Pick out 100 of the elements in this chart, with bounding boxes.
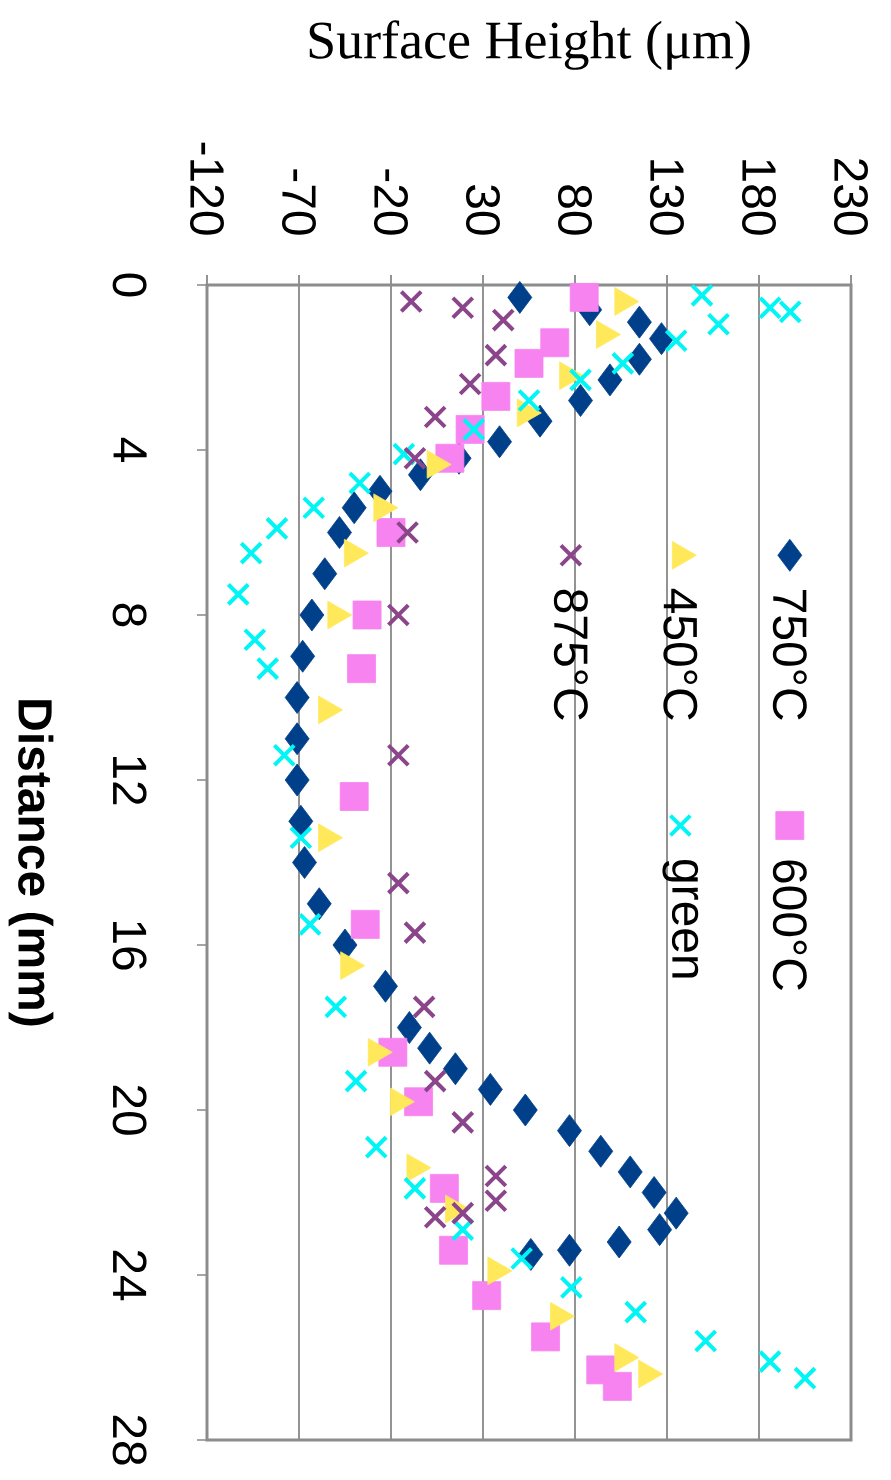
point [758,1349,782,1374]
point [403,920,427,945]
point [450,1110,475,1135]
x-tick-label: 230 [834,158,868,235]
point [255,656,280,681]
point [690,283,714,308]
point [242,627,267,652]
point [341,491,367,525]
y-tick-label: 4 [113,437,147,462]
x-tick-label: -70 [282,169,316,235]
point [284,722,310,756]
y-tick-label: 28 [112,1415,147,1465]
point [288,804,314,838]
point [568,384,593,417]
point [483,1188,508,1213]
point [298,912,322,937]
point [450,295,475,320]
y-tick-label: 0 [112,273,147,297]
point [472,1281,502,1311]
point [284,763,310,797]
point [663,1196,689,1230]
y-tick-label: 16 [112,921,147,970]
point [588,1134,614,1168]
point [399,289,424,314]
point [292,846,317,879]
point [396,1011,422,1044]
point [306,887,332,921]
point [226,582,251,607]
point [649,322,674,356]
point [568,367,593,392]
point [487,425,512,459]
point [512,1093,538,1127]
point [597,363,623,397]
x-tick-label: 130 [650,160,684,235]
y-tick-label: 8 [112,603,147,627]
point [350,909,380,939]
y-axis-title: Distance (mm) [8,700,54,1026]
y-tick-label: 12 [113,756,147,805]
point [412,994,437,1019]
point [647,1213,673,1247]
point [606,1225,632,1259]
point [514,348,544,378]
point [391,442,416,467]
point [272,743,297,768]
point [531,1322,560,1352]
point [439,1235,468,1265]
y-tick-label: 24 [113,1250,147,1301]
point [403,1176,427,1201]
point [344,1069,368,1094]
legend-label: 450°C [663,588,698,720]
point [347,654,376,684]
x-tick-label: -20 [374,169,408,235]
point [442,1052,468,1086]
y-tick-label: 20 [112,1085,147,1135]
point [693,1329,718,1353]
point [517,388,541,413]
point [339,782,369,811]
point [559,1275,584,1300]
point [557,1233,582,1267]
point [617,1155,643,1189]
point [403,446,427,471]
point [265,516,289,541]
point [481,381,511,411]
point [299,598,325,632]
point [327,516,352,549]
point [461,417,486,442]
x-tick-label: -120 [190,142,224,235]
point [386,743,411,768]
point [509,1246,534,1271]
point [450,1201,475,1226]
point [312,557,338,591]
point [290,639,316,673]
point [483,343,508,368]
point [641,1176,667,1209]
point [793,1366,817,1391]
point [627,342,652,376]
point [373,969,398,1003]
point [284,681,310,714]
point [706,312,731,337]
point [301,495,326,520]
legend-label: green [662,859,699,978]
point [386,603,411,627]
legend-label: 600°C [772,860,807,991]
x-tick-label: 30 [466,185,500,235]
point [288,825,313,850]
point [483,1164,508,1188]
point [540,328,570,358]
point [323,994,348,1019]
legend-label: 875°C [553,589,588,720]
point [376,518,406,547]
point [423,405,448,429]
point [364,1135,389,1160]
point [623,1300,648,1325]
point [507,280,533,314]
point [491,308,516,332]
point [423,1069,448,1094]
point [352,600,382,630]
point [557,1114,582,1148]
point [627,305,652,339]
x-tick-label: 180 [742,160,776,235]
